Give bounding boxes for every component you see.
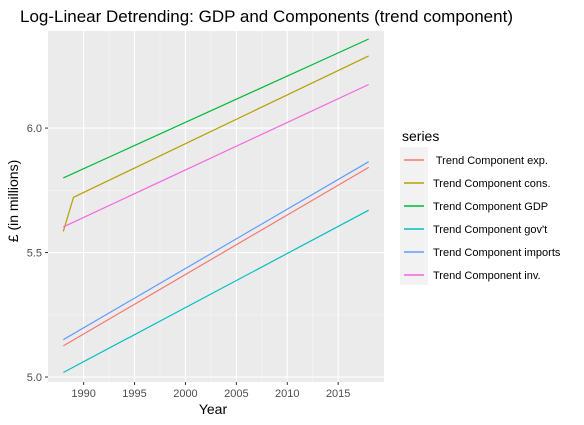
y-tick-label: 6.0 <box>27 123 42 135</box>
x-tick-label: 2015 <box>326 388 350 400</box>
series-line-1 <box>62 55 369 232</box>
plot-panel <box>48 31 384 382</box>
legend-label-3: Trend Component gov't <box>433 224 547 236</box>
series-lines <box>62 38 370 374</box>
series-line-5 <box>63 83 369 228</box>
x-tick-label: 1990 <box>71 388 95 400</box>
y-axis-title: £ (in millions) <box>5 160 21 242</box>
y-tick-label: 5.0 <box>27 372 42 384</box>
legend-title: series <box>402 128 439 144</box>
series-line-3 <box>63 209 369 374</box>
x-tick-label: 2005 <box>224 388 248 400</box>
series-line-4 <box>62 161 370 341</box>
legend-label-1: Trend Component cons. <box>433 178 551 190</box>
chart-title: Log-Linear Detrending: GDP and Component… <box>20 7 513 26</box>
legend-background <box>400 147 428 285</box>
grid <box>48 31 384 382</box>
legend-label-2: Trend Component GDP <box>433 201 548 213</box>
x-axis-title: Year <box>199 401 228 417</box>
y-axis-ticks: 5.0 5.5 6.0 <box>27 123 48 384</box>
x-tick-label: 1995 <box>122 388 146 400</box>
series-line-0 <box>62 166 370 347</box>
x-tick-label: 2000 <box>173 388 197 400</box>
y-tick-label: 5.5 <box>27 248 42 260</box>
legend-label-0: Trend Component exp. <box>433 155 548 167</box>
x-axis-ticks: 1990 1995 2000 2005 2010 2015 <box>71 382 350 400</box>
x-tick-label: 2010 <box>275 388 299 400</box>
legend: series Trend Component exp. Trend Compone… <box>400 128 561 285</box>
legend-label-4: Trend Component imports <box>433 247 561 259</box>
series-line-2 <box>63 38 369 179</box>
legend-label-5: Trend Component inv. <box>433 270 541 282</box>
